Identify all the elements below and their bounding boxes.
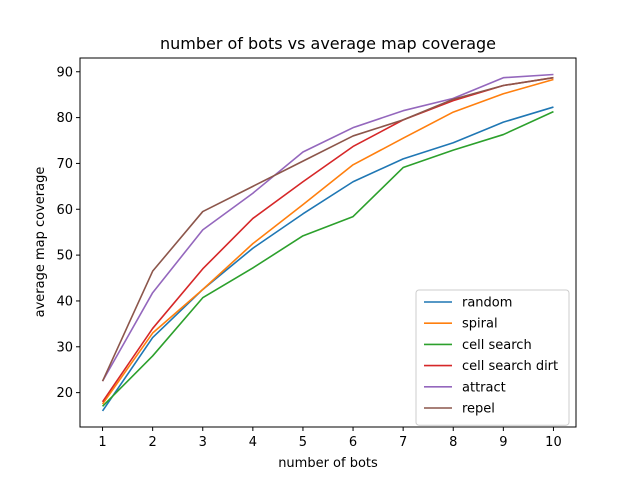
- x-tick-label: 9: [499, 435, 507, 450]
- legend: random spiral cell search cell search dirt a…: [415, 289, 570, 426]
- x-tick-label: 4: [249, 435, 257, 450]
- series-line-0: [101, 106, 554, 412]
- y-tick-label: 20: [56, 386, 73, 401]
- legend-label-1: spiral: [462, 317, 498, 332]
- series-line-1: [101, 78, 554, 405]
- x-tick-label: 5: [299, 435, 307, 450]
- x-tick-label: 3: [199, 435, 207, 450]
- x-axis-label: number of bots: [278, 456, 378, 471]
- x-tick-label: 2: [149, 435, 157, 450]
- legend-label-4: attract: [462, 380, 506, 395]
- plot-frame: [79, 57, 577, 428]
- x-tick-label: 6: [349, 435, 357, 450]
- y-axis-ticks: 20 30 40 50 60 70 80 90: [56, 65, 80, 401]
- x-tick-label: 8: [449, 435, 457, 450]
- legend-label-0: random: [462, 296, 512, 311]
- y-tick-label: 90: [56, 65, 73, 80]
- x-axis-ticks: 1 2 3 4 5 6 7 8 9 10: [98, 427, 562, 450]
- x-tick-label: 7: [399, 435, 407, 450]
- x-tick-label: 1: [98, 435, 106, 450]
- y-tick-label: 80: [56, 111, 73, 126]
- y-tick-label: 30: [56, 340, 73, 355]
- legend-label-5: repel: [462, 402, 495, 417]
- y-axis-label: average map coverage: [33, 167, 48, 318]
- y-tick-label: 40: [56, 294, 73, 309]
- legend-label-2: cell search: [462, 338, 532, 353]
- series-line-2: [101, 110, 554, 407]
- legend-box: [415, 289, 570, 426]
- series-line-5: [101, 76, 554, 382]
- chart-title: number of bots vs average map coverage: [160, 34, 496, 53]
- plot-lines: [101, 73, 554, 412]
- y-tick-label: 70: [56, 157, 73, 172]
- x-tick-label: 10: [545, 435, 562, 450]
- legend-label-3: cell search dirt: [462, 359, 558, 374]
- y-tick-label: 60: [56, 203, 73, 218]
- series-line-4: [101, 73, 554, 382]
- y-tick-label: 50: [56, 249, 73, 264]
